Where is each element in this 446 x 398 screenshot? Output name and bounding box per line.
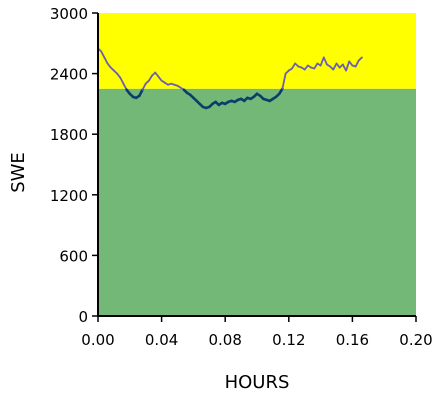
series-segment xyxy=(138,88,144,98)
series-segment xyxy=(281,72,287,90)
series-segment xyxy=(141,82,147,91)
series-segment xyxy=(332,62,338,71)
y-ticks: 0 600 1200 1800 2400 3000 xyxy=(50,5,98,326)
series-segment xyxy=(357,56,363,62)
series-segment xyxy=(354,59,360,68)
y-tick-label: 1800 xyxy=(50,126,88,144)
series-segment xyxy=(313,62,319,70)
x-tick-label: 0.00 xyxy=(81,331,114,349)
x-axis-label: HOURS xyxy=(225,372,290,393)
x-ticks: 0.00 0.04 0.08 0.12 0.16 0.20 xyxy=(81,316,433,349)
series-line xyxy=(97,47,363,110)
series-segment xyxy=(319,56,325,67)
axes xyxy=(97,13,416,317)
series-segment xyxy=(345,60,351,72)
y-tick-label: 1200 xyxy=(50,187,88,205)
x-tick-label: 0.20 xyxy=(399,331,432,349)
green-zone xyxy=(98,88,416,316)
series-segment xyxy=(119,76,125,85)
series-segment xyxy=(277,87,284,96)
y-axis-label: SWE xyxy=(8,152,29,193)
series-segment xyxy=(100,50,106,59)
series-segment xyxy=(291,62,297,70)
series-segment xyxy=(147,74,153,82)
y-tick-label: 2400 xyxy=(50,66,88,84)
series-segment xyxy=(103,56,109,65)
x-tick-label: 0.12 xyxy=(272,331,305,349)
y-tick-label: 3000 xyxy=(50,5,88,23)
series-segment xyxy=(322,56,328,66)
y-tick-label: 0 xyxy=(78,308,88,326)
x-tick-label: 0.16 xyxy=(336,331,369,349)
x-tick-label: 0.04 xyxy=(145,331,178,349)
x-tick-label: 0.08 xyxy=(208,331,241,349)
y-tick-label: 600 xyxy=(59,247,88,265)
yellow-zone xyxy=(98,13,416,89)
threshold-bands xyxy=(98,13,416,316)
